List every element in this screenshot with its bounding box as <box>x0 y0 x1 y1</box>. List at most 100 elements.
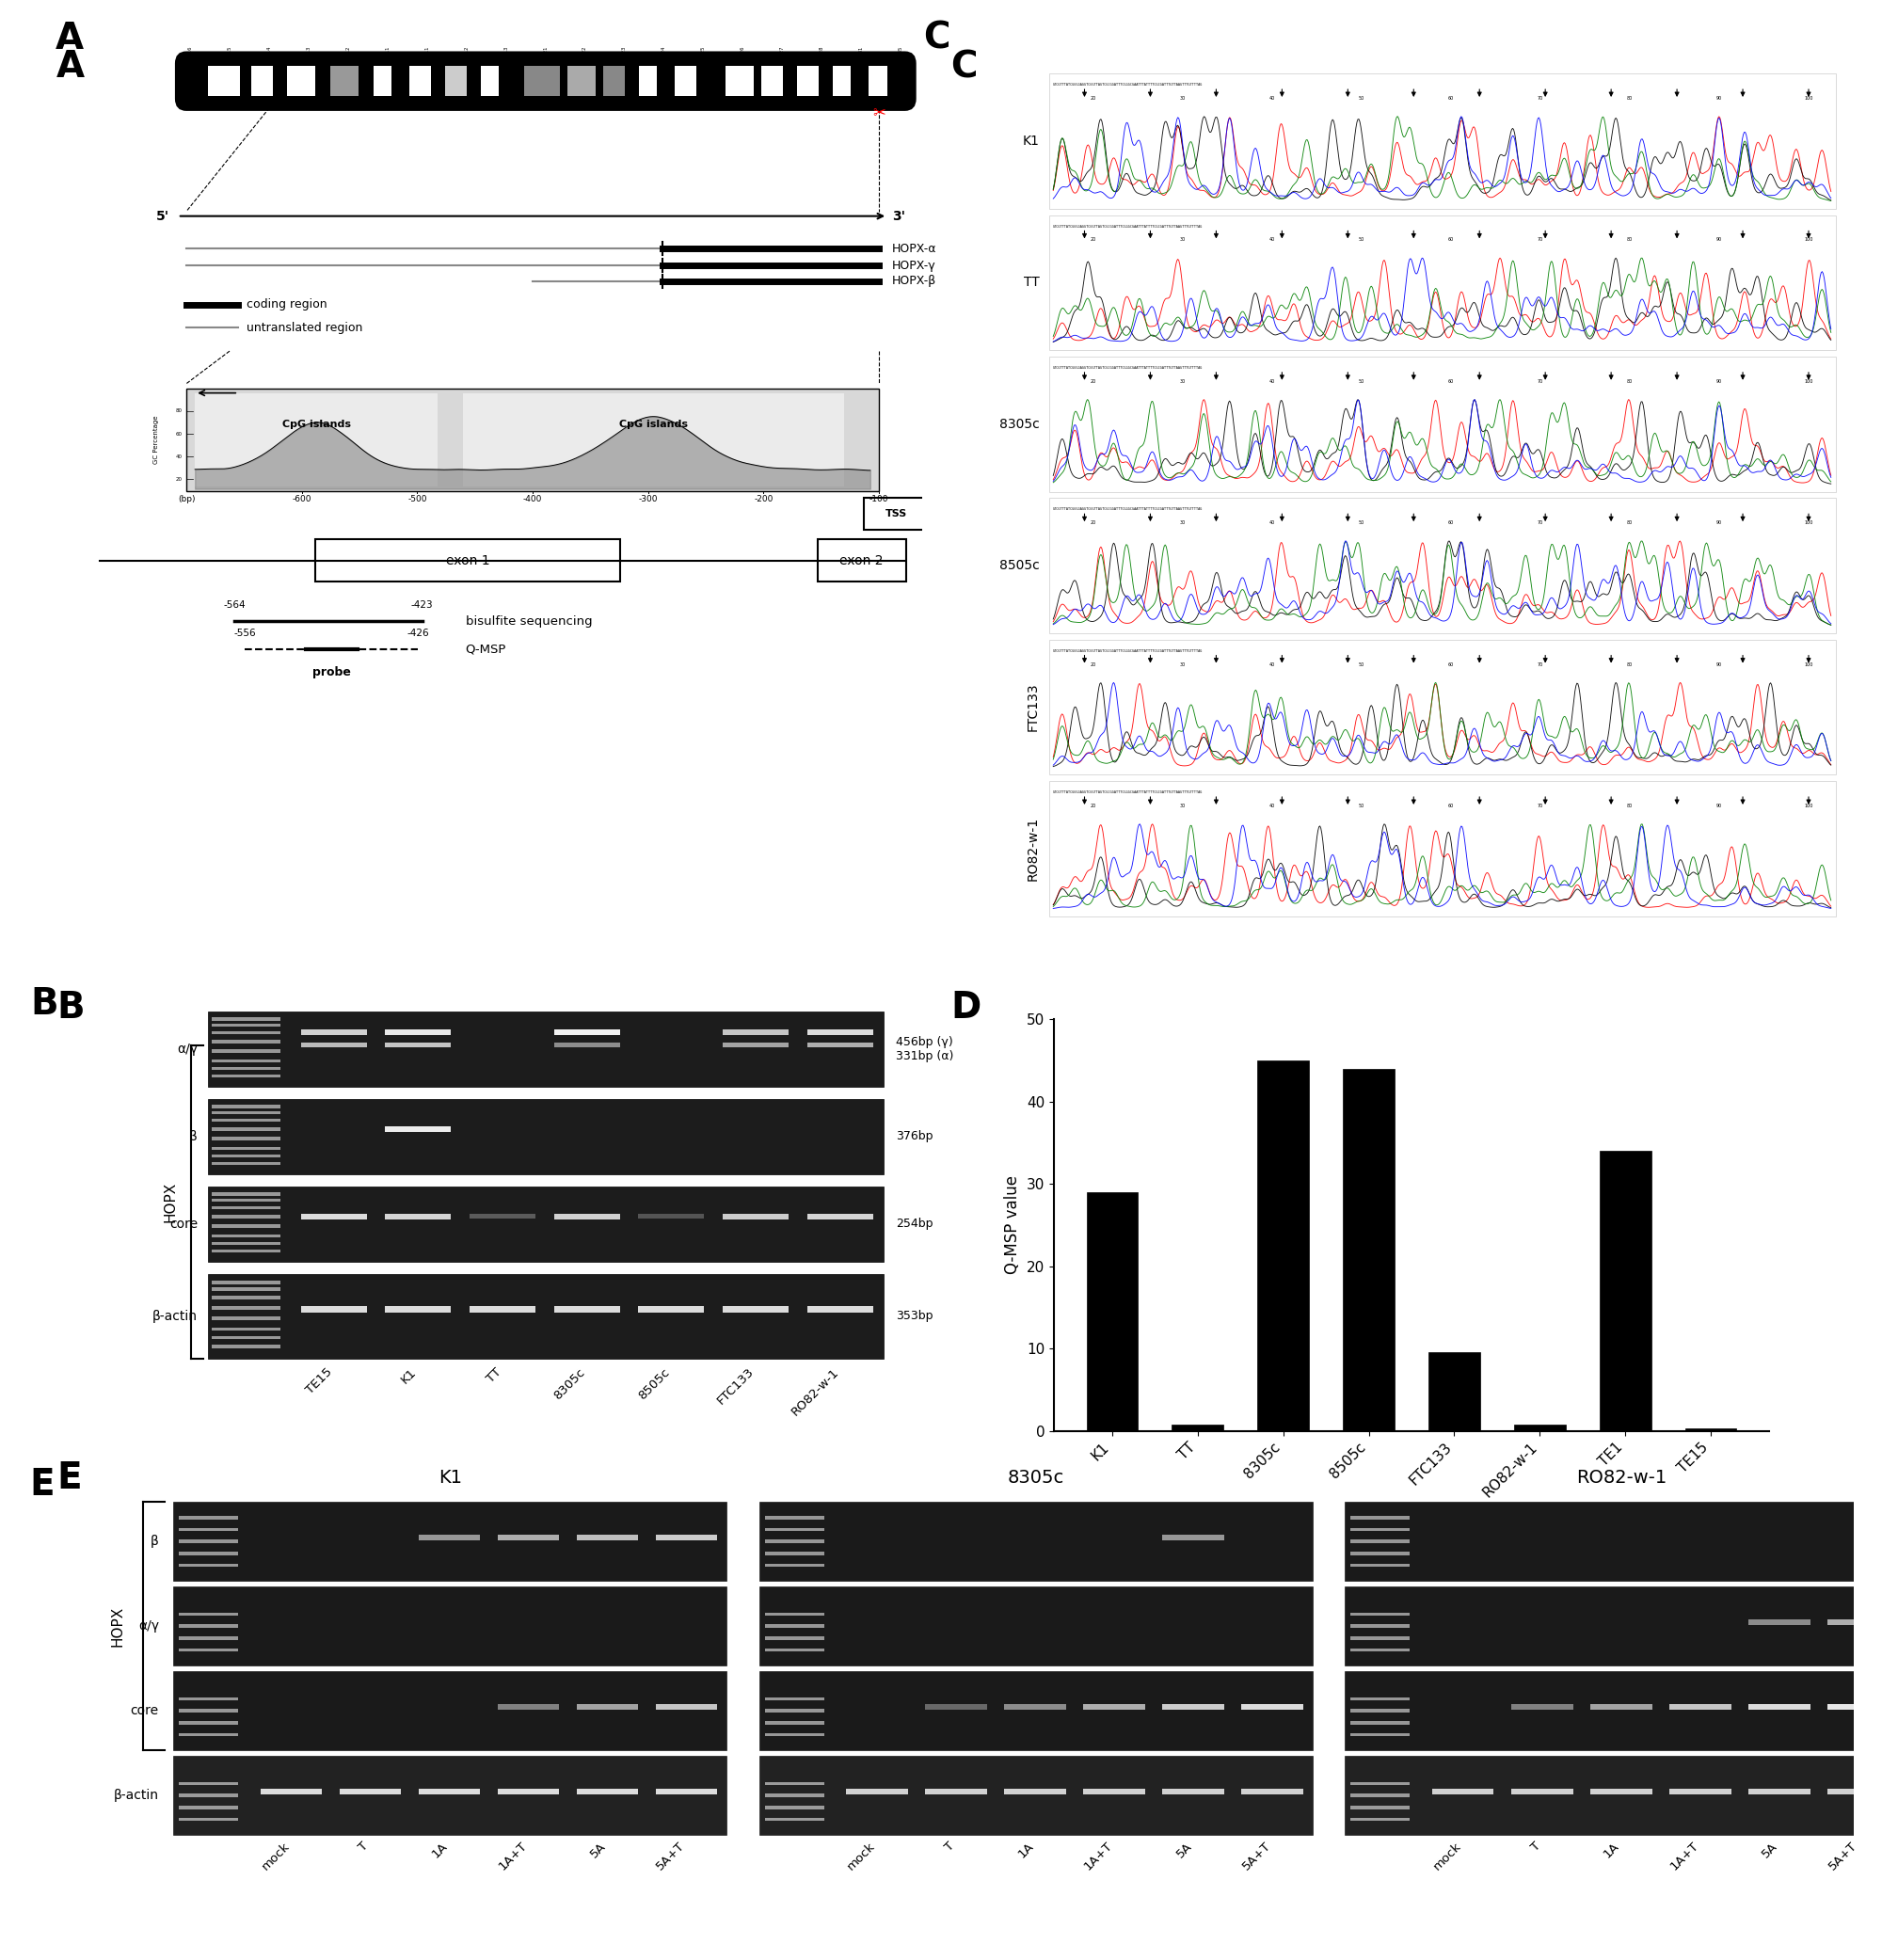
Text: 40: 40 <box>1268 96 1276 100</box>
Text: -426: -426 <box>407 629 429 637</box>
Text: HOPX-β: HOPX-β <box>892 274 937 288</box>
Text: -564: -564 <box>224 600 245 610</box>
Bar <box>207 1011 883 1088</box>
Bar <box>1005 1788 1065 1793</box>
Text: 4q27: 4q27 <box>779 45 785 59</box>
Bar <box>926 1788 986 1793</box>
Bar <box>807 1305 873 1313</box>
Text: GTCGTTTATCGGGGAGGTCGGTTAGTCGCGGATTTCGGGCGAATTTATTTTCGCGATTTGTTAAGTTTGTTTTAG: GTCGTTTATCGGGGAGGTCGGTTAGTCGCGGATTTCGGGC… <box>1054 225 1203 227</box>
Bar <box>211 1192 280 1196</box>
Bar <box>179 1515 237 1519</box>
Text: -600: -600 <box>292 496 311 504</box>
Text: 4q25: 4q25 <box>700 45 706 59</box>
Bar <box>179 1709 237 1713</box>
Bar <box>655 1703 717 1709</box>
Text: 70: 70 <box>1538 96 1543 100</box>
Text: coding region: coding region <box>247 298 327 310</box>
Bar <box>566 67 597 96</box>
Bar <box>807 1029 873 1035</box>
Text: 90: 90 <box>1716 96 1722 100</box>
Text: 80: 80 <box>1626 237 1634 243</box>
Bar <box>470 1305 536 1313</box>
Bar <box>638 1215 704 1219</box>
FancyBboxPatch shape <box>316 539 619 582</box>
Bar <box>764 1541 824 1543</box>
Text: 4q12: 4q12 <box>465 45 469 59</box>
Text: 1A: 1A <box>429 1840 450 1860</box>
Bar <box>173 1586 726 1666</box>
Text: 100: 100 <box>1805 237 1812 243</box>
Bar <box>576 1788 638 1793</box>
Text: 4p16: 4p16 <box>188 45 194 59</box>
Bar <box>179 1552 237 1554</box>
Bar <box>847 1788 907 1793</box>
Text: T: T <box>943 1840 956 1854</box>
Text: GTCGTTTATCGGGGAGGTCGGTTAGTCGCGGATTTCGGGCGAATTTATTTTCGCGATTTGTTAAGTTTGTTTTAG: GTCGTTTATCGGGGAGGTCGGTTAGTCGCGGATTTCGGGC… <box>1054 508 1203 512</box>
Text: TE15: TE15 <box>303 1366 335 1397</box>
Bar <box>1084 1788 1144 1793</box>
Text: 4q31: 4q31 <box>858 47 864 59</box>
Text: 40: 40 <box>1268 378 1276 384</box>
Bar <box>553 1213 619 1219</box>
Text: 376bp: 376bp <box>896 1131 933 1143</box>
Bar <box>301 1213 367 1219</box>
Text: exon 2: exon 2 <box>839 555 883 566</box>
Text: 80: 80 <box>1626 662 1634 666</box>
Bar <box>1346 1756 1882 1835</box>
Bar <box>211 1154 280 1158</box>
Bar <box>211 1225 280 1227</box>
Bar <box>497 1703 559 1709</box>
Bar <box>1172 1425 1223 1431</box>
Text: 60: 60 <box>1447 521 1455 525</box>
Bar <box>764 1793 824 1797</box>
Bar <box>301 1305 367 1313</box>
Text: 60: 60 <box>175 431 183 437</box>
Text: 1A: 1A <box>1016 1840 1035 1860</box>
Text: 8305c: 8305c <box>551 1366 587 1401</box>
Bar <box>1669 1703 1731 1709</box>
Bar <box>764 1817 824 1821</box>
Text: 30: 30 <box>1180 378 1186 384</box>
Bar <box>1590 1703 1652 1709</box>
Text: 4q23: 4q23 <box>623 47 627 59</box>
Text: 4p12: 4p12 <box>346 45 350 59</box>
Bar <box>179 1782 237 1786</box>
Text: 3': 3' <box>892 210 905 223</box>
Bar <box>1048 498 1835 633</box>
Bar <box>1242 1703 1304 1709</box>
Bar <box>764 1613 824 1617</box>
Text: -500: -500 <box>408 496 427 504</box>
Bar <box>211 1345 280 1348</box>
Text: GTCGTTTATCGGGGAGGTCGGTTAGTCGCGGATTTCGGGCGAATTTATTTTCGCGATTTGTTAAGTTTGTTTTAG: GTCGTTTATCGGGGAGGTCGGTTAGTCGCGGATTTCGGGC… <box>1054 82 1203 86</box>
Bar <box>211 1243 280 1245</box>
Bar <box>1351 1721 1410 1725</box>
Bar <box>211 1198 280 1201</box>
Bar <box>1511 1788 1573 1793</box>
Bar <box>1351 1709 1410 1713</box>
Text: 30: 30 <box>1180 804 1186 808</box>
Bar <box>764 1733 824 1737</box>
Bar <box>386 1125 452 1133</box>
Bar <box>760 67 783 96</box>
Bar <box>1048 216 1835 351</box>
Bar <box>1242 1788 1304 1793</box>
Text: 60: 60 <box>1447 662 1455 666</box>
Text: 353bp: 353bp <box>896 1309 933 1323</box>
Text: GTCGTTTATCGGGGAGGTCGGTTAGTCGCGGATTTCGGGCGAATTTATTTTCGCGATTTGTTAAGTTTGTTTTAG: GTCGTTTATCGGGGAGGTCGGTTAGTCGCGGATTTCGGGC… <box>1054 790 1203 794</box>
Bar <box>186 388 879 490</box>
FancyBboxPatch shape <box>817 539 905 582</box>
Text: 4q11: 4q11 <box>425 45 429 59</box>
Bar <box>1748 1703 1810 1709</box>
Bar <box>179 1721 237 1725</box>
Bar <box>211 1119 280 1121</box>
Text: 20: 20 <box>175 476 183 482</box>
Text: 5A: 5A <box>1760 1840 1780 1860</box>
Bar <box>497 1788 559 1793</box>
Bar <box>301 1029 367 1035</box>
Bar <box>211 1307 280 1309</box>
Text: 254bp: 254bp <box>896 1217 933 1231</box>
Bar <box>576 1703 638 1709</box>
Text: C: C <box>924 22 950 57</box>
Bar <box>1351 1541 1410 1543</box>
Bar <box>179 1564 237 1568</box>
